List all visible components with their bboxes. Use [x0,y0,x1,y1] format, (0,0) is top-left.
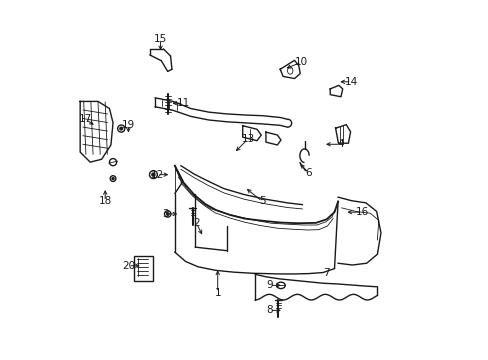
Text: 6: 6 [305,168,311,178]
Text: 13: 13 [241,134,254,144]
Text: 10: 10 [294,57,307,67]
Ellipse shape [166,212,169,215]
Text: 19: 19 [122,120,135,130]
Text: 9: 9 [265,280,272,291]
Ellipse shape [112,177,114,180]
Text: 7: 7 [323,268,329,278]
Text: 15: 15 [154,34,167,44]
Text: 5: 5 [259,197,265,206]
Text: 17: 17 [79,114,92,124]
Text: 11: 11 [177,98,190,108]
FancyBboxPatch shape [134,256,153,282]
Text: 3: 3 [163,209,169,219]
Ellipse shape [151,173,155,176]
Text: 14: 14 [345,77,358,87]
Text: 18: 18 [99,197,112,206]
Text: 20: 20 [122,261,135,271]
Text: 1: 1 [214,288,221,297]
Ellipse shape [120,127,122,130]
Text: 12: 12 [150,170,163,180]
Text: 8: 8 [265,305,272,315]
Text: 2: 2 [193,218,199,228]
Text: 16: 16 [355,207,368,217]
Text: 4: 4 [337,139,344,149]
